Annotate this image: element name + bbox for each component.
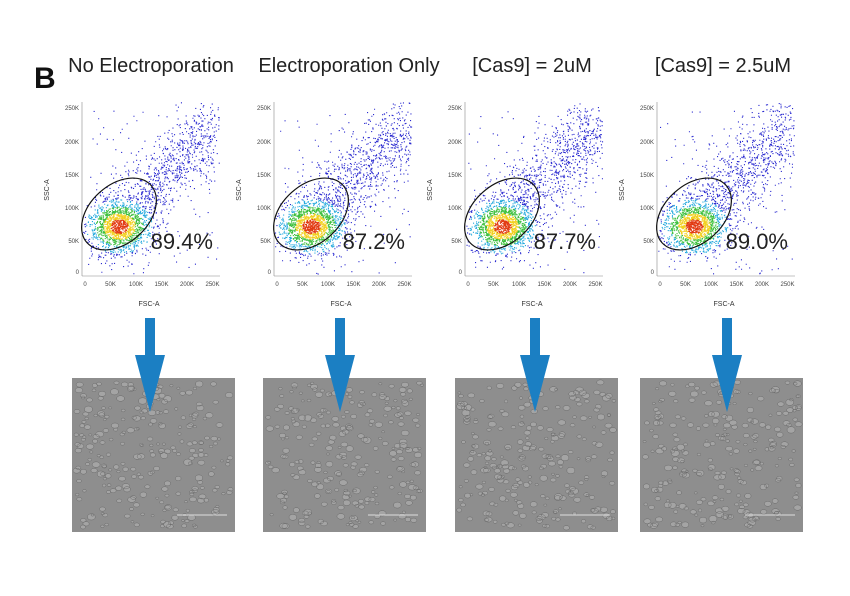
arrow <box>520 318 550 412</box>
x-tick-label: 150K <box>729 282 743 288</box>
y-tick-label: 200K <box>257 140 271 146</box>
panel: Electroporation Only 250K 200K 150K 100K 50K 0… <box>236 55 440 532</box>
panel-title: No Electroporation <box>68 55 234 77</box>
gate-percent: 87.7% <box>534 229 596 254</box>
arrow <box>135 318 165 412</box>
scatter-dots <box>103 213 136 240</box>
x-tick-label: 50K <box>105 282 116 288</box>
gate <box>464 177 540 251</box>
panel-title: [Cas9] = 2uM <box>472 55 592 77</box>
scatter-dots <box>486 213 519 240</box>
y-tick-label: 0 <box>651 270 655 276</box>
y-axis-label: SSC-A <box>427 179 434 201</box>
scatter-dots <box>95 206 144 247</box>
y-axis-label: SSC-A <box>44 179 51 201</box>
cells <box>456 379 617 531</box>
scatter-dots <box>493 219 512 235</box>
gate-percent: 89.4% <box>151 229 213 254</box>
scatter-dots <box>685 219 704 234</box>
y-tick-label: 100K <box>257 206 271 212</box>
scatter-dots <box>275 102 413 275</box>
y-tick-label: 50K <box>260 239 271 245</box>
x-tick-label: 200K <box>180 282 194 288</box>
panel-title: [Cas9] = 2.5uM <box>655 55 791 77</box>
x-tick-label: 250K <box>780 282 794 288</box>
x-tick-label: 150K <box>537 282 551 288</box>
x-tick-label: 150K <box>154 282 168 288</box>
cells <box>72 380 234 530</box>
scatter-dots <box>83 102 220 275</box>
x-tick-label: 100K <box>704 282 718 288</box>
y-tick-label: 250K <box>640 106 654 112</box>
cells <box>265 379 424 529</box>
x-axis-label: FSC-A <box>522 301 543 308</box>
scatter-dots <box>287 206 336 246</box>
x-tick-label: 0 <box>83 282 87 288</box>
y-tick-label: 200K <box>640 140 654 146</box>
x-tick-label: 100K <box>512 282 526 288</box>
y-tick-label: 200K <box>65 140 79 146</box>
x-axis-label: FSC-A <box>139 301 160 308</box>
cells <box>642 379 803 529</box>
arrow <box>325 318 355 412</box>
y-tick-label: 0 <box>459 270 463 276</box>
x-tick-label: 0 <box>275 282 279 288</box>
scatter-dots <box>678 213 711 240</box>
panel-label: B <box>34 62 56 95</box>
gate-percent: 87.2% <box>343 229 405 254</box>
y-axis-label: SSC-A <box>236 179 243 201</box>
x-tick-label: 50K <box>680 282 691 288</box>
y-tick-label: 50K <box>68 239 79 245</box>
scatter-dots <box>110 219 129 235</box>
x-tick-label: 250K <box>205 282 219 288</box>
scatter-dots <box>302 219 321 234</box>
y-tick-label: 0 <box>76 270 80 276</box>
x-tick-label: 250K <box>397 282 411 288</box>
x-axis-label: FSC-A <box>714 301 735 308</box>
y-tick-label: 150K <box>640 173 654 179</box>
panel: [Cas9] = 2uM 250K 200K 150K 100K 50K 00 50K 100K… <box>427 55 618 532</box>
gate <box>273 177 349 251</box>
x-tick-label: 100K <box>129 282 143 288</box>
panel-title: Electroporation Only <box>258 55 439 77</box>
gate <box>81 177 157 251</box>
gate <box>656 177 732 251</box>
x-tick-label: 50K <box>488 282 499 288</box>
y-tick-label: 150K <box>448 173 462 179</box>
x-tick-label: 250K <box>588 282 602 288</box>
y-axis-label: SSC-A <box>619 179 626 201</box>
y-tick-label: 250K <box>65 106 79 112</box>
scatter-dots <box>295 213 328 240</box>
y-tick-label: 0 <box>268 270 272 276</box>
y-tick-label: 250K <box>448 106 462 112</box>
x-tick-label: 0 <box>466 282 470 288</box>
x-tick-label: 0 <box>658 282 662 288</box>
x-tick-label: 50K <box>297 282 308 288</box>
y-tick-label: 100K <box>65 206 79 212</box>
panel: [Cas9] = 2.5uM 250K 200K 150K 100K 50K 00 50K 10… <box>619 55 803 532</box>
x-tick-label: 150K <box>346 282 360 288</box>
y-tick-label: 100K <box>448 206 462 212</box>
y-tick-label: 100K <box>640 206 654 212</box>
scatter-dots <box>478 206 527 246</box>
y-tick-label: 50K <box>451 239 462 245</box>
x-tick-label: 100K <box>321 282 335 288</box>
x-tick-label: 200K <box>563 282 577 288</box>
y-tick-label: 200K <box>448 140 462 146</box>
y-tick-label: 250K <box>257 106 271 112</box>
x-tick-label: 200K <box>372 282 386 288</box>
y-tick-label: 50K <box>643 239 654 245</box>
y-tick-label: 150K <box>257 173 271 179</box>
panel: No Electroporation 250K 200K 150K 100K 50K 00 5… <box>44 55 235 532</box>
x-tick-label: 200K <box>755 282 769 288</box>
x-axis-label: FSC-A <box>331 301 352 308</box>
gate-percent: 89.0% <box>726 229 788 254</box>
arrow <box>712 318 742 412</box>
y-tick-label: 150K <box>65 173 79 179</box>
